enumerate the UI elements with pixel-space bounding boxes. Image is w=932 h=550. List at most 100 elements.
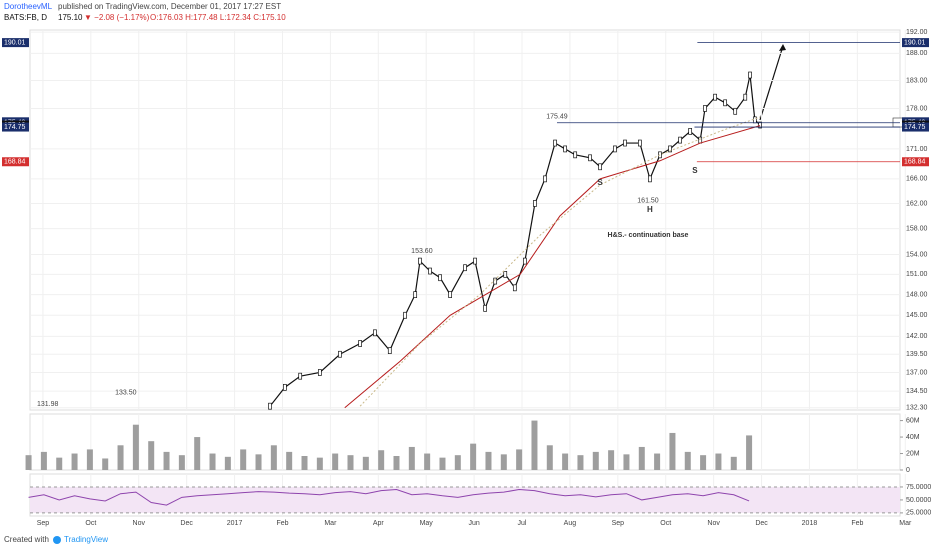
volume-bar: [546, 445, 553, 470]
volume-bar: [408, 446, 415, 470]
candle: [283, 383, 287, 391]
level-label: 190.01: [4, 39, 26, 46]
volume-bar: [40, 451, 47, 470]
y-tick-label: 178.00: [906, 105, 928, 112]
volume-bar: [132, 424, 139, 470]
level-label: 168.84: [4, 159, 26, 166]
level-label: 174.75: [4, 124, 26, 131]
annotation: S: [692, 166, 698, 175]
candle: [533, 200, 537, 207]
x-tick-label: Dec: [755, 520, 768, 527]
last-price: 175.10: [58, 13, 83, 22]
y-tick-label: 139.50: [906, 351, 928, 358]
y-tick-label: 188.00: [906, 50, 928, 57]
price-label: 161.50: [637, 197, 659, 204]
y-tick-label: 60M: [906, 417, 920, 424]
candle: [338, 350, 342, 358]
volume-bar: [424, 453, 431, 470]
volume-bar: [286, 451, 293, 470]
candle: [512, 284, 517, 292]
volume-bar: [209, 453, 216, 470]
candle: [448, 291, 452, 298]
candle: [418, 257, 422, 265]
annotation: H&S.- continuation base: [608, 232, 689, 239]
volume-bar: [316, 457, 323, 470]
x-tick-label: Jun: [468, 520, 479, 527]
volume-bar: [531, 420, 538, 470]
candle: [413, 291, 418, 298]
volume-bar: [470, 443, 477, 470]
volume-bar: [347, 455, 354, 470]
moving-average: [344, 125, 761, 409]
annotation: H: [647, 205, 653, 214]
x-tick-label: May: [420, 520, 434, 527]
candle: [752, 116, 757, 124]
candle: [387, 347, 392, 355]
level-badge: [902, 122, 929, 132]
x-tick-label: Feb: [276, 520, 288, 527]
candle: [743, 93, 748, 101]
candle: [613, 145, 617, 153]
y-tick-label: 0: [906, 467, 910, 474]
volume-bar: [592, 451, 599, 470]
candle: [503, 271, 508, 278]
y-tick-label: 25.0000: [906, 510, 931, 517]
level-badge: [2, 122, 29, 132]
candle: [553, 139, 557, 147]
candle: [668, 145, 672, 153]
level-badge: [902, 157, 929, 167]
candle: [733, 107, 738, 115]
y-tick-label: 40M: [906, 434, 920, 441]
x-tick-label: Feb: [851, 520, 863, 527]
author[interactable]: DorotheevML: [4, 2, 53, 11]
change: ▼ −2.08 (−1.17%): [84, 13, 150, 22]
level-badge: [2, 157, 29, 167]
candle: [623, 139, 627, 147]
candle: [598, 163, 602, 171]
volume-bar: [224, 456, 231, 470]
volume-bar: [163, 451, 170, 470]
x-tick-label: Sep: [612, 520, 625, 527]
candle: [723, 99, 727, 107]
volume-bar: [500, 454, 507, 470]
candle: [473, 257, 477, 265]
candle: [373, 329, 377, 337]
symbol: BATS:FB, D: [4, 13, 47, 22]
brand[interactable]: TradingView: [64, 535, 108, 544]
candle: [588, 154, 592, 162]
x-tick-label: Sep: [37, 520, 50, 527]
volume-bar: [485, 451, 492, 470]
candle: [703, 105, 707, 112]
rsi-line: [28, 489, 750, 506]
y-tick-label: 183.00: [906, 77, 928, 84]
candle: [483, 304, 487, 312]
x-tick-label: Mar: [324, 520, 337, 527]
volume-bar: [117, 445, 124, 470]
annotation: S: [597, 178, 603, 187]
y-tick-label: 166.00: [906, 176, 928, 183]
level-badge: [2, 38, 29, 48]
volume-bar: [516, 449, 523, 470]
candle: [688, 128, 693, 135]
volume-bar: [178, 455, 185, 470]
x-tick-label: Dec: [180, 520, 193, 527]
volume-bar: [362, 456, 369, 470]
price-pane: [29, 29, 901, 411]
volume-bar: [255, 454, 262, 470]
published: published on TradingView.com, December 0…: [58, 2, 281, 11]
arrow-head: [779, 44, 786, 51]
volume-bar: [746, 435, 753, 470]
candle: [268, 402, 272, 410]
y-tick-label: 142.00: [906, 333, 928, 340]
volume-bar: [56, 457, 63, 470]
rsi-band: [30, 486, 900, 513]
candle: [713, 93, 717, 101]
y-tick-label: 50.0000: [906, 497, 931, 504]
volume-bar: [86, 449, 93, 470]
candle: [758, 121, 762, 129]
y-tick-label: 162.00: [906, 200, 928, 207]
candle: [428, 267, 432, 275]
volume-bar: [393, 456, 400, 470]
x-tick-label: Mar: [899, 520, 912, 527]
